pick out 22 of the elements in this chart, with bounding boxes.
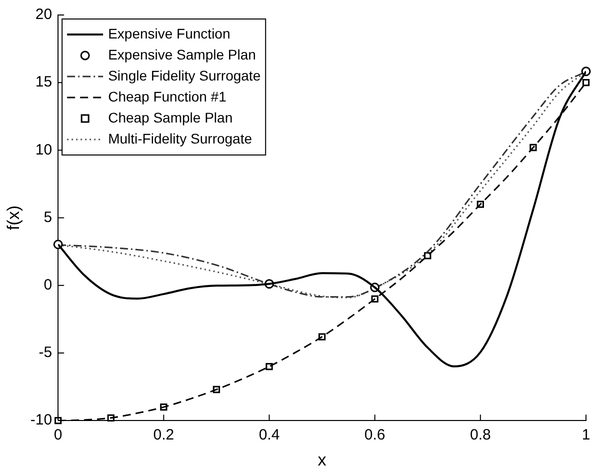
y-tick-label: 20 [35,6,52,24]
y-tick-label: 10 [35,141,52,158]
x-tick-label: 1 [582,426,590,444]
x-tick-label: 0.8 [470,426,491,444]
x-axis-title: x [318,450,327,470]
y-tick-label: -10 [30,412,52,429]
legend-label: Expensive Function [108,25,230,42]
y-tick-label: 0 [44,276,52,294]
legend-label: Cheap Function #1 [108,88,227,104]
y-tick-label: 5 [44,208,52,226]
y-axis-title: f(x) [4,206,23,230]
legend-label: Expensive Sample Plan [108,46,256,62]
y-tick-label: -5 [38,344,52,362]
legend-label: Multi-Fidelity Surrogate [108,130,252,146]
point [266,362,273,370]
legend-label: Single Fidelity Surrogate [108,67,261,84]
x-tick-label: 0.4 [258,426,280,444]
legend-label: Cheap Sample Plan [108,109,233,126]
x-tick-label: 0.6 [364,426,386,444]
y-tick-label: 15 [35,74,52,91]
point [582,79,590,86]
x-tick-label: 0.2 [153,426,174,444]
